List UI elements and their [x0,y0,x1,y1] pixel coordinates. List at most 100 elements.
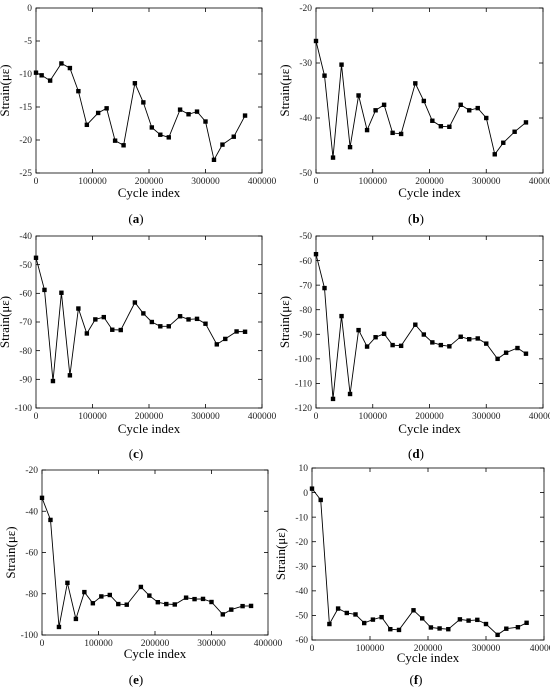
data-point [318,497,323,503]
y-tick-label: -25 [19,169,32,179]
data-point [430,340,435,345]
y-tick-label: -80 [19,347,32,357]
data-point [76,88,81,94]
data-point [67,65,73,71]
data-point [194,109,200,114]
data-point [503,350,509,355]
data-point [220,142,225,147]
data-point [177,314,183,319]
x-tick-label: 400000 [529,177,550,187]
x-tick-label: 300000 [197,639,226,649]
data-point [413,81,418,86]
x-tick-label: 200000 [415,412,444,422]
y-tick-label: -50 [299,169,312,179]
data-point [370,617,376,622]
data-point [438,124,444,129]
y-axis-title: Strain(με) [0,64,12,116]
x-tick-label: 400000 [530,644,550,654]
data-point [421,332,427,337]
data-point [467,337,472,342]
data-point [330,155,336,160]
data-point [65,580,70,586]
x-tick-label: 400000 [248,177,277,187]
chart-panel: 0 100000 200000 300000 400000 -50 -60 -70 -80 -90… [277,232,550,461]
data-point [172,602,177,607]
data-point [99,594,104,599]
data-point [322,285,327,291]
data-point [484,115,489,121]
panel-label: (a) [128,211,143,226]
y-tick-label: -50 [295,612,308,622]
data-point [132,81,138,86]
x-tick-label: 400000 [254,639,283,649]
plot-frame [41,469,269,636]
data-point [177,107,183,112]
data-point [467,108,472,113]
y-tick-label: -100 [15,404,33,414]
data-point [116,601,121,607]
data-point [524,620,529,625]
x-axis-title: Cycle index [397,650,460,665]
x-tick-label: 200000 [135,412,164,422]
data-point [59,290,64,295]
y-tick-label: -70 [299,281,312,291]
panel-label: (f) [409,672,422,687]
data-point [149,125,155,130]
x-tick-label: 300000 [191,412,220,422]
x-tick-label: 200000 [415,177,444,187]
data-point [166,324,171,329]
data-point [339,313,344,319]
data-point [421,98,427,104]
data-point [242,113,248,118]
y-tick-label: -100 [21,631,39,641]
data-point [84,331,90,336]
y-tick-label: -110 [295,380,312,390]
data-point [194,316,200,322]
data-point [248,603,254,609]
y-tick-label: -60 [19,290,32,300]
y-tick-label: -40 [19,232,32,242]
data-point [335,606,341,611]
data-point [158,324,163,329]
data-point [447,344,452,349]
x-tick-label: 0 [34,177,39,187]
y-axis-title: Strain(με) [273,528,288,580]
y-axis-title: Strain(με) [277,296,292,348]
data-point [495,356,500,362]
data-point [203,119,208,124]
data-point [364,344,370,349]
x-tick-label: 0 [314,177,319,187]
data-point [124,602,129,607]
chart-panel: 0 100000 200000 300000 400000 10 0 -10 -20 -30 -40… [273,464,550,687]
x-tick-label: 200000 [414,644,443,654]
y-tick-label: -60 [25,549,38,559]
data-point [141,100,146,105]
y-tick-label: -120 [295,404,313,414]
x-tick-label: 0 [314,412,319,422]
series-line [311,488,527,636]
data-point [420,616,425,621]
data-point [67,373,73,378]
y-tick-label: -5 [24,37,32,47]
data-point [229,607,234,612]
chart-panel: 0 100000 200000 300000 400000 0 -5 -10 -15 -20 -25… [0,4,277,226]
panel-label: (b) [408,211,424,226]
data-point [512,129,517,134]
x-axis-title: Cycle index [118,185,181,200]
data-point [118,327,123,333]
y-tick-label: -90 [299,330,312,340]
data-point [398,343,404,349]
data-point [203,321,208,326]
y-tick-label: -90 [19,376,32,386]
data-point [50,378,56,384]
chart-panel: 0 100000 200000 300000 400000 -20 -40 -60 -80 -10… [3,466,283,687]
y-tick-label: -40 [299,114,312,124]
y-tick-label: -60 [295,636,308,646]
y-tick-label: -20 [25,466,38,476]
y-tick-label: -70 [19,318,32,328]
data-point [309,486,315,491]
data-point [47,78,53,83]
data-point [33,255,39,260]
data-point [379,614,384,620]
